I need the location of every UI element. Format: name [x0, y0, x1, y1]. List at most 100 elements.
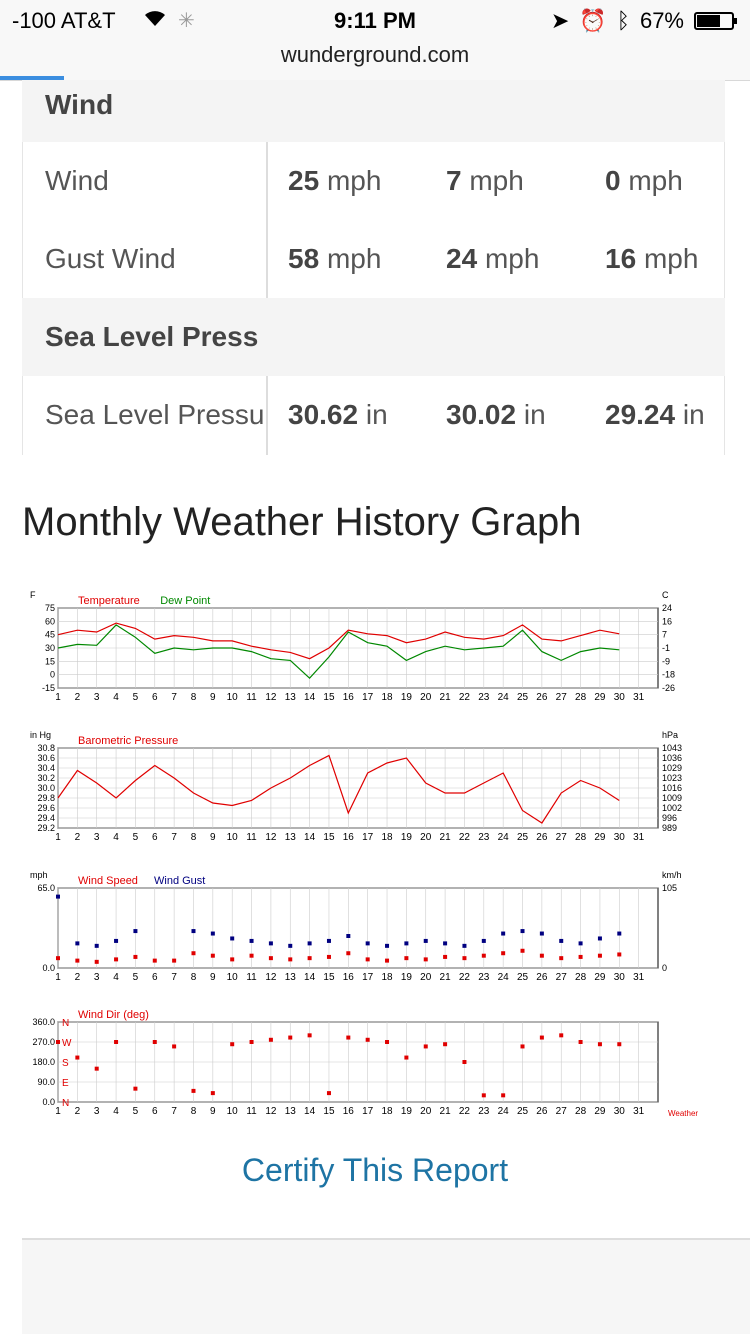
cell-low: 16 mph [605, 243, 699, 274]
data-point [268, 1037, 273, 1042]
table-row: Wind 25 mph 7 mph 0 mph [22, 142, 725, 220]
y-tick-label: 15 [45, 656, 55, 666]
url-bar[interactable]: wunderground.com [280, 42, 470, 67]
x-tick-label: 2 [75, 832, 81, 843]
data-point [133, 929, 138, 934]
data-point [172, 1044, 177, 1049]
x-tick-label: 28 [575, 692, 587, 703]
x-tick-label: 20 [420, 832, 432, 843]
x-tick-label: 3 [94, 972, 100, 983]
chart-frame [57, 887, 659, 969]
data-point [520, 948, 525, 953]
x-tick-label: 12 [265, 832, 277, 843]
x-tick-label: 6 [152, 692, 158, 703]
battery-icon [694, 12, 737, 30]
left-unit-label: F [30, 590, 36, 600]
data-point [501, 931, 506, 936]
y2-tick-label: 0 [662, 963, 667, 973]
x-tick-label: 23 [478, 972, 490, 983]
x-tick-label: 1 [55, 972, 61, 983]
data-point [346, 934, 351, 938]
x-tick-label: 13 [285, 832, 297, 843]
data-point [56, 956, 60, 961]
y2-tick-label: 1029 [662, 763, 682, 773]
table-border-left [22, 80, 23, 455]
column-divider [266, 80, 268, 455]
right-unit-label: km/h [662, 870, 682, 880]
data-point [462, 1060, 467, 1064]
data-point [578, 941, 583, 946]
x-tick-label: 7 [171, 832, 177, 843]
y-tick-label: 90.0 [37, 1077, 55, 1087]
x-tick-label: 13 [285, 692, 297, 703]
data-point [94, 943, 99, 948]
page-load-progress [0, 76, 64, 80]
x-tick-label: 7 [171, 972, 177, 983]
x-tick-label: 10 [227, 1106, 239, 1117]
data-point [172, 958, 177, 963]
compass-label: W [62, 1038, 72, 1049]
y2-tick-label: -9 [662, 656, 670, 666]
wifi-icon [142, 8, 168, 34]
data-point [288, 1035, 293, 1040]
data-point [443, 941, 448, 946]
wind-section-header: Wind [22, 80, 725, 142]
data-point [191, 1088, 196, 1093]
y-tick-label: 75 [45, 603, 55, 613]
table-border-right [724, 80, 725, 455]
data-point [56, 894, 60, 899]
x-tick-label: 25 [517, 972, 529, 983]
right-unit-label: hPa [662, 730, 678, 740]
x-tick-label: 11 [246, 972, 257, 983]
x-tick-label: 7 [171, 692, 177, 703]
y2-tick-label: 1009 [662, 793, 682, 803]
data-point [443, 1042, 448, 1047]
data-point [481, 1093, 486, 1098]
x-tick-label: 29 [594, 1106, 606, 1117]
x-tick-label: 4 [113, 1106, 119, 1117]
y2-tick-label: 1043 [662, 743, 682, 753]
x-tick-label: 14 [304, 972, 316, 983]
data-point [210, 953, 215, 958]
data-point [559, 956, 564, 961]
x-tick-label: 10 [227, 972, 239, 983]
x-tick-label: 30 [614, 1106, 626, 1117]
y-tick-label: 30.6 [37, 753, 55, 763]
cell-low: 0 mph [605, 165, 683, 196]
y-tick-label: 270.0 [32, 1037, 55, 1047]
x-tick-label: 14 [304, 1106, 316, 1117]
x-tick-label: 22 [459, 692, 471, 703]
y2-tick-label: 989 [662, 823, 677, 833]
x-tick-label: 22 [459, 1106, 471, 1117]
cell-avg: 30.02 in [446, 399, 546, 430]
data-point [133, 1086, 138, 1091]
data-point [423, 957, 428, 962]
x-tick-label: 11 [246, 1106, 257, 1117]
x-tick-label: 29 [594, 972, 606, 983]
y-tick-label: 0 [50, 670, 55, 680]
data-point [191, 951, 196, 956]
x-tick-label: 6 [152, 972, 158, 983]
x-tick-label: 19 [401, 972, 413, 983]
data-point [365, 941, 370, 946]
x-tick-label: 6 [152, 832, 158, 843]
data-point [617, 931, 622, 936]
x-tick-label: 29 [594, 692, 606, 703]
x-tick-label: 2 [75, 1106, 81, 1117]
data-point [114, 938, 119, 943]
y-tick-label: 30.4 [37, 763, 55, 773]
certify-report-link[interactable]: Certify This Report [241, 1152, 509, 1188]
y2-tick-label: -26 [662, 683, 675, 693]
x-tick-label: 8 [191, 972, 197, 983]
x-tick-label: 9 [210, 1106, 216, 1117]
data-point [404, 941, 409, 946]
y-tick-label: 0.0 [42, 1097, 55, 1107]
series-line [57, 622, 620, 660]
cell-high: 58 mph [288, 243, 382, 274]
table-row: Gust Wind 58 mph 24 mph 16 mph [22, 220, 725, 298]
x-tick-label: 5 [133, 972, 139, 983]
data-point [230, 957, 235, 962]
row-label: Wind [45, 165, 109, 196]
x-tick-label: 18 [381, 832, 393, 843]
y-tick-label: 180.0 [32, 1057, 55, 1067]
